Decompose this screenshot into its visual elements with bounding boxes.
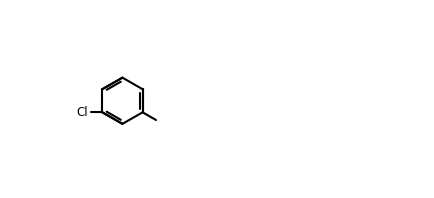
- Text: Cl: Cl: [77, 106, 89, 119]
